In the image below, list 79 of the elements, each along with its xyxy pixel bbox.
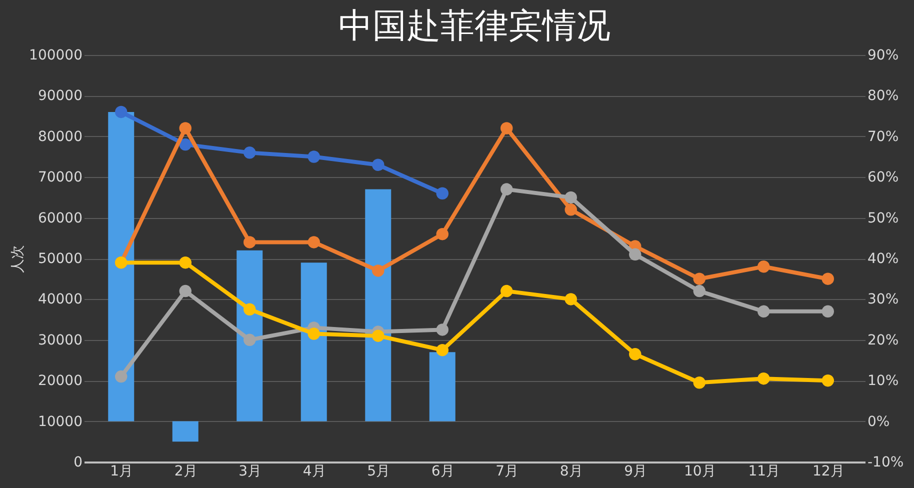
y2-tick-label: 30% <box>868 292 899 308</box>
x-tick-label: 5月 <box>367 464 390 480</box>
x-tick-label: 11月 <box>748 464 780 480</box>
point <box>564 191 577 204</box>
bar <box>300 262 327 422</box>
bar <box>365 189 392 422</box>
point <box>436 344 448 356</box>
y-tick-label: 60000 <box>38 210 82 226</box>
point <box>244 146 256 159</box>
y-tick-label: 90000 <box>38 88 82 104</box>
x-tick-label: 3月 <box>238 464 262 480</box>
point <box>308 236 320 248</box>
point <box>822 374 834 387</box>
point <box>179 138 192 151</box>
y2-tick-label: -10% <box>868 454 904 470</box>
y2-tick-label: 70% <box>868 128 899 145</box>
x-tick-label: 8月 <box>560 464 583 480</box>
y-tick-label: 100000 <box>29 48 82 64</box>
point <box>436 228 448 240</box>
x-tick-label: 2月 <box>174 464 198 480</box>
point <box>500 183 513 196</box>
y2-tick-label: 40% <box>868 251 899 267</box>
x-tick-label: 4月 <box>302 464 326 480</box>
point <box>244 236 256 248</box>
point <box>758 372 770 385</box>
point <box>564 204 577 216</box>
y2-tick-label: 0% <box>868 414 890 430</box>
y2-tick-label: 90% <box>868 48 899 64</box>
point <box>693 284 706 298</box>
y-tick-label: 30000 <box>38 332 82 348</box>
y-tick-label: 20000 <box>38 373 82 390</box>
point <box>629 248 642 261</box>
y-tick-label: 40000 <box>38 292 82 308</box>
point <box>372 330 384 342</box>
point <box>179 122 192 134</box>
x-tick-label: 10月 <box>684 464 716 480</box>
point <box>244 334 256 346</box>
x-tick-label: 12月 <box>812 464 844 480</box>
y-tick-label: 0 <box>74 454 82 470</box>
y2-tick-label: 80% <box>868 88 899 104</box>
y2-tick-label: 60% <box>868 170 899 186</box>
point <box>372 264 384 277</box>
y-tick-label: 50000 <box>38 251 82 267</box>
point <box>758 305 770 318</box>
point <box>758 260 770 273</box>
point <box>500 122 513 134</box>
point <box>436 324 448 336</box>
y2-tick-label: 50% <box>868 210 899 226</box>
point <box>179 284 192 298</box>
point <box>372 158 384 171</box>
x-tick-label: 7月 <box>496 464 519 480</box>
point <box>693 376 706 389</box>
bar <box>172 421 198 442</box>
x-tick-label: 1月 <box>110 464 134 480</box>
point <box>500 284 513 298</box>
point <box>822 272 834 285</box>
y2-tick-label: 20% <box>868 332 899 348</box>
x-tick-label: 9月 <box>624 464 648 480</box>
point <box>308 150 320 163</box>
y2-tick-label: 10% <box>868 373 899 390</box>
point <box>115 370 128 383</box>
point <box>244 303 256 316</box>
point <box>115 106 128 118</box>
chart-title: 中国赴菲律宾情况 <box>338 6 610 46</box>
y-tick-label: 70000 <box>38 170 82 186</box>
point <box>179 256 192 269</box>
y-tick-label: 10000 <box>38 414 82 430</box>
point <box>564 293 577 306</box>
y-tick-label: 80000 <box>38 128 82 145</box>
bar <box>429 352 456 422</box>
bar <box>108 112 134 422</box>
y-axis-title: 人次 <box>10 245 26 273</box>
point <box>629 348 642 360</box>
point <box>308 328 320 340</box>
point <box>436 187 448 200</box>
point <box>822 305 834 318</box>
point <box>693 272 706 285</box>
x-tick-label: 6月 <box>431 464 454 480</box>
bar <box>236 250 263 422</box>
